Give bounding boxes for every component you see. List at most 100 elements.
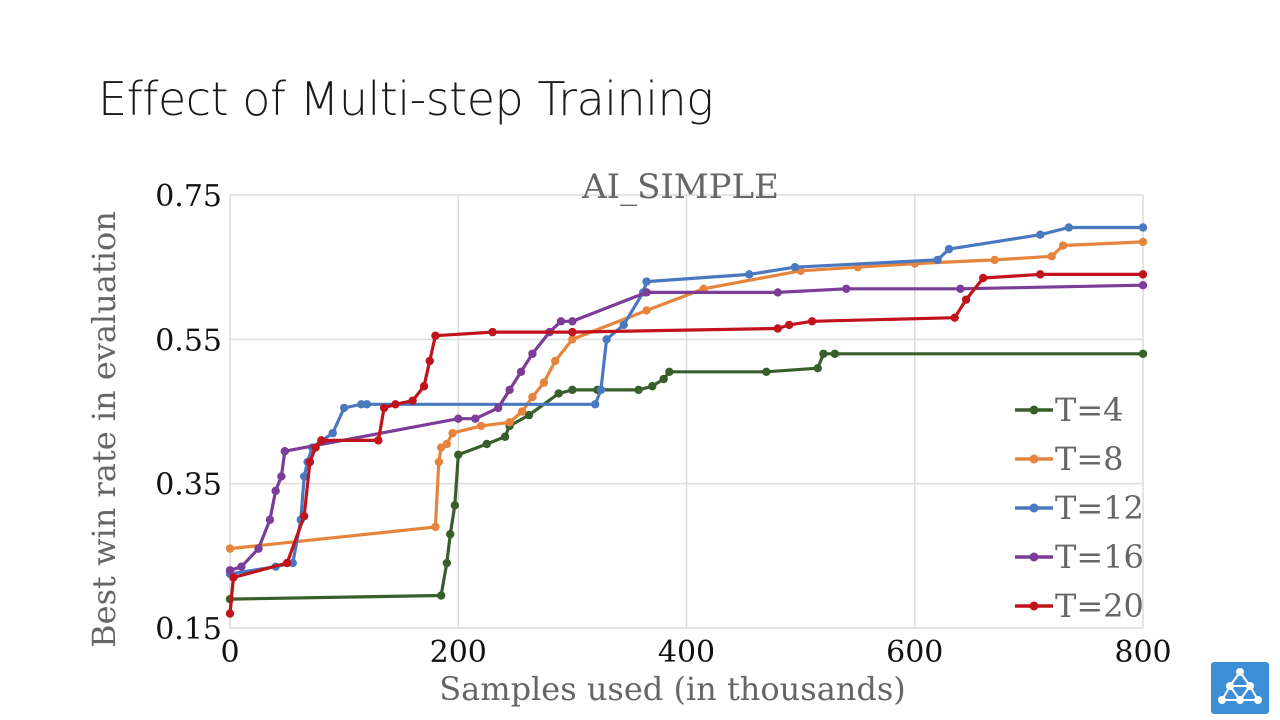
data-point bbox=[431, 522, 440, 532]
data-point bbox=[961, 295, 971, 304]
data-point bbox=[482, 439, 491, 449]
data-point bbox=[431, 331, 440, 340]
data-point bbox=[1036, 230, 1045, 239]
data-point bbox=[528, 392, 537, 402]
data-point bbox=[1138, 237, 1148, 247]
data-point bbox=[299, 511, 309, 521]
data-point bbox=[516, 367, 526, 377]
legend-label: T=4 bbox=[1055, 391, 1124, 429]
data-point bbox=[225, 566, 235, 575]
data-point bbox=[305, 457, 315, 467]
data-point bbox=[488, 327, 497, 337]
data-point bbox=[446, 529, 455, 539]
data-point bbox=[408, 396, 417, 405]
data-point bbox=[1058, 241, 1068, 250]
data-point bbox=[1036, 270, 1045, 279]
chart-legend: T=4 T=8 T=12 T=16 T=20 bbox=[1015, 391, 1144, 625]
data-point bbox=[391, 400, 400, 409]
y-tick-label: 0.15 bbox=[155, 612, 222, 647]
data-point bbox=[773, 324, 782, 333]
network-logo-icon bbox=[1218, 668, 1262, 704]
x-tick-label: 400 bbox=[658, 635, 715, 670]
data-point bbox=[554, 389, 563, 398]
data-point bbox=[517, 407, 527, 416]
data-point bbox=[790, 262, 800, 272]
data-point bbox=[471, 414, 480, 423]
data-point bbox=[665, 367, 674, 377]
data-point bbox=[500, 432, 510, 441]
data-point bbox=[265, 515, 275, 524]
y-tick-label: 0.55 bbox=[155, 323, 222, 358]
logo-badge bbox=[1211, 662, 1269, 714]
data-point bbox=[454, 414, 463, 423]
data-point bbox=[773, 288, 782, 297]
data-point bbox=[950, 313, 959, 322]
data-point bbox=[328, 428, 337, 438]
data-point bbox=[225, 609, 235, 618]
data-point bbox=[568, 335, 577, 344]
data-point bbox=[1138, 281, 1148, 290]
data-point bbox=[979, 273, 988, 283]
data-point bbox=[830, 349, 840, 358]
data-point bbox=[237, 562, 246, 571]
data-point bbox=[659, 374, 668, 384]
data-point bbox=[762, 367, 771, 377]
data-point bbox=[362, 400, 372, 409]
x-tick-label: 0 bbox=[220, 635, 239, 670]
data-point bbox=[642, 277, 651, 286]
chart-axes: 0 200 400 600 800 0.15 0.35 0.55 0.75 AI_SIMPLE Sa… bbox=[85, 167, 1172, 708]
chart-series bbox=[225, 223, 1148, 618]
data-point bbox=[379, 403, 389, 413]
legend-marker bbox=[1029, 601, 1039, 611]
legend-marker bbox=[1029, 552, 1039, 562]
data-point bbox=[1138, 349, 1148, 358]
data-point bbox=[339, 403, 349, 413]
data-point bbox=[556, 317, 566, 326]
y-axis-label: Best win rate in evaluation bbox=[85, 211, 123, 648]
data-point bbox=[619, 320, 628, 330]
x-tick-label: 200 bbox=[430, 635, 487, 670]
data-point bbox=[944, 244, 954, 254]
data-point bbox=[271, 486, 280, 496]
legend-label: T=8 bbox=[1055, 440, 1124, 478]
chart-title: AI_SIMPLE bbox=[581, 167, 779, 207]
slide-title: Effect of Multi-step Training bbox=[98, 72, 714, 126]
data-point bbox=[493, 403, 503, 413]
data-point bbox=[648, 382, 657, 391]
data-point bbox=[448, 428, 457, 438]
data-point bbox=[933, 255, 942, 265]
data-point bbox=[551, 356, 560, 366]
data-point bbox=[282, 558, 292, 568]
data-point bbox=[450, 501, 460, 510]
data-point bbox=[436, 591, 446, 600]
y-tick-label: 0.75 bbox=[155, 179, 222, 214]
legend-marker bbox=[1029, 454, 1039, 464]
data-point bbox=[254, 544, 263, 553]
data-point bbox=[299, 472, 309, 481]
data-point bbox=[807, 317, 817, 326]
data-point bbox=[280, 446, 289, 456]
x-axis-label: Samples used (in thousands) bbox=[439, 670, 906, 708]
data-point bbox=[505, 385, 514, 395]
legend-label: T=20 bbox=[1055, 587, 1144, 625]
legend-marker bbox=[1029, 503, 1039, 513]
data-point bbox=[1138, 223, 1148, 232]
data-point bbox=[374, 436, 383, 445]
data-point bbox=[1047, 252, 1056, 261]
data-point bbox=[434, 457, 444, 467]
data-point bbox=[539, 378, 549, 387]
data-point bbox=[602, 335, 611, 344]
data-point bbox=[813, 364, 822, 373]
data-point bbox=[476, 421, 486, 431]
data-point bbox=[419, 382, 429, 391]
x-tick-label: 800 bbox=[1114, 635, 1171, 670]
data-point bbox=[785, 320, 794, 330]
data-point bbox=[568, 385, 577, 395]
data-point bbox=[311, 443, 320, 452]
x-tick-label: 600 bbox=[886, 635, 943, 670]
data-point bbox=[442, 439, 452, 449]
data-point bbox=[568, 327, 577, 337]
data-point bbox=[1138, 270, 1148, 279]
data-point bbox=[425, 356, 434, 366]
